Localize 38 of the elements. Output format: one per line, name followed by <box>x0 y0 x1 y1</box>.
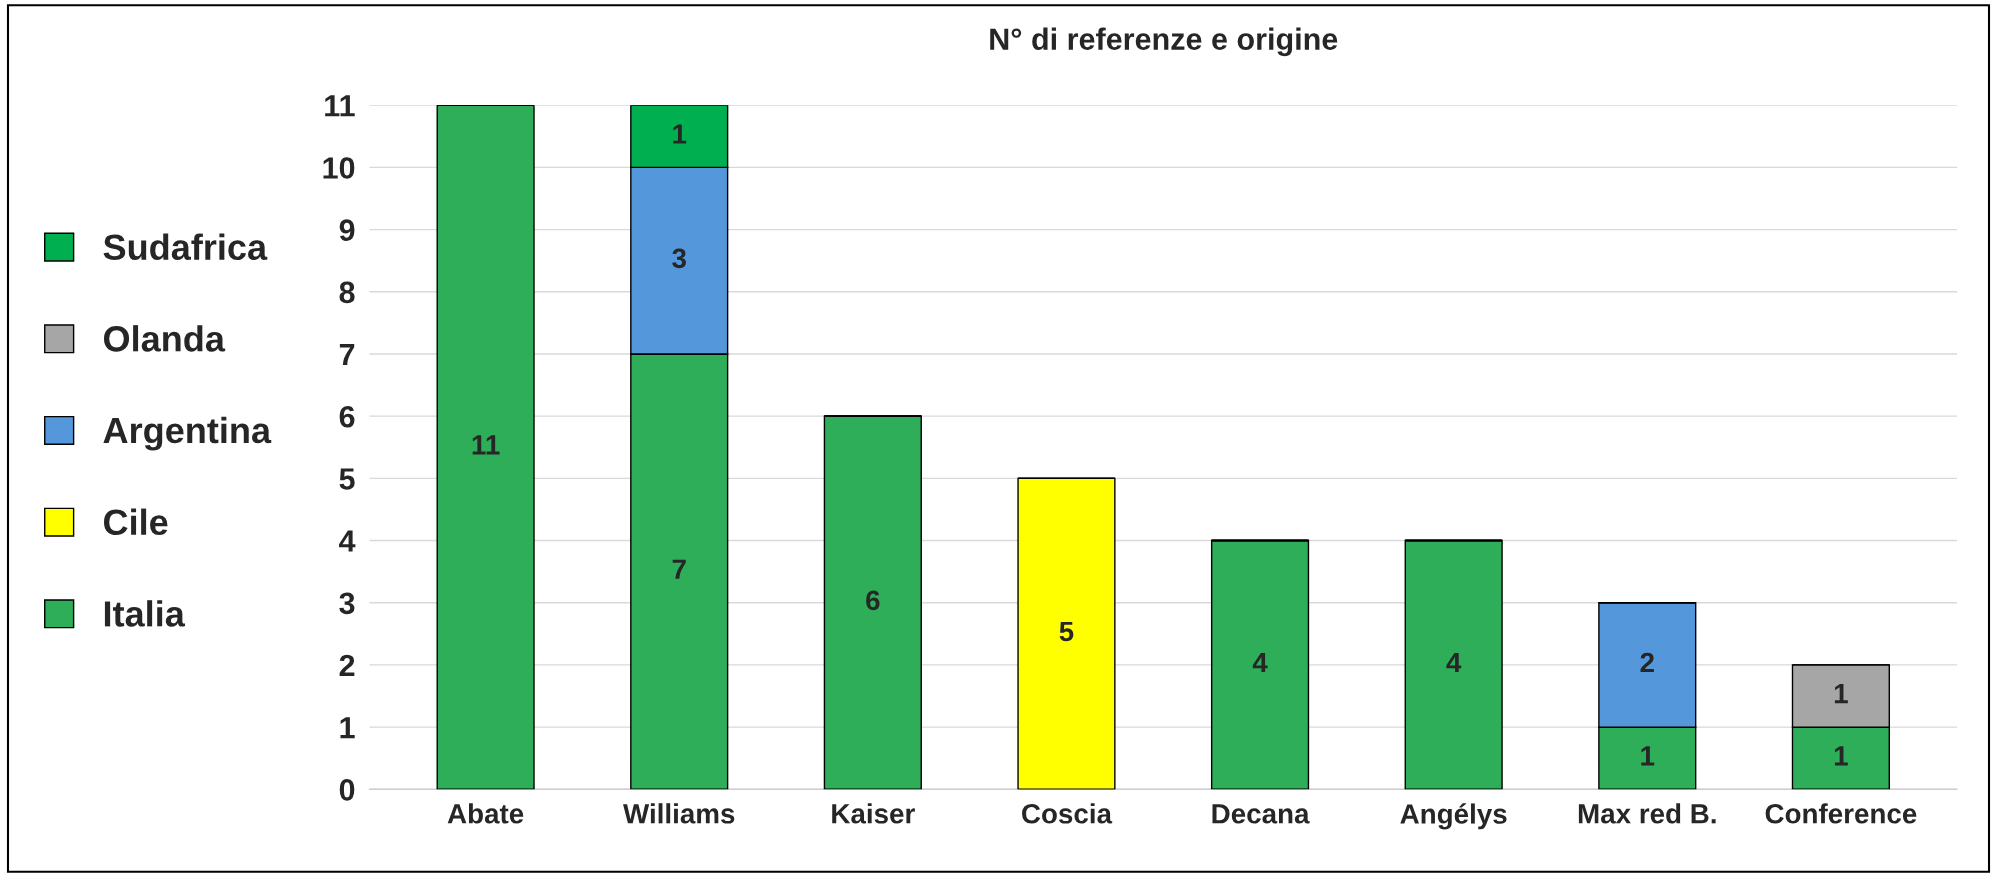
y-tick-label: 2 <box>339 654 355 676</box>
legend-label: Olanda <box>103 325 226 352</box>
data-label: 1 <box>1641 746 1655 766</box>
y-tick-label: 9 <box>339 219 355 241</box>
legend-label: Italia <box>104 600 186 627</box>
y-tick-label: 7 <box>339 344 355 366</box>
y-tick-label: 8 <box>339 281 355 304</box>
legend-label: Argentina <box>103 416 272 451</box>
y-tick-label: 6 <box>339 405 355 428</box>
x-tick-label: Kaiser <box>832 803 915 824</box>
y-tick-label: 1 <box>340 717 355 739</box>
x-tick-label: Max red B. <box>1578 803 1716 824</box>
y-tick-label: 5 <box>339 468 355 490</box>
y-tick-label: 4 <box>339 530 356 552</box>
data-label: 1 <box>673 124 687 144</box>
x-tick-label: Angélys <box>1400 803 1507 830</box>
chart-title: N° di referenze e origine <box>990 27 1338 57</box>
legend-label: Sudafrica <box>103 233 268 261</box>
legend-label: Cile <box>103 508 168 536</box>
data-label: 3 <box>672 248 686 269</box>
data-label: 1 <box>1834 746 1848 766</box>
x-tick-label: Conference <box>1765 803 1917 824</box>
data-label: 11 <box>472 435 500 455</box>
data-label: 6 <box>866 590 880 611</box>
x-tick-label: Williams <box>623 803 735 824</box>
x-tick-label: Decana <box>1212 804 1310 824</box>
data-label: 4 <box>1446 653 1462 673</box>
data-label: 7 <box>672 559 686 579</box>
data-label: 5 <box>1059 621 1074 642</box>
x-tick-label: Abate <box>447 803 524 824</box>
y-tick-label: 3 <box>339 592 355 615</box>
y-tick-label: 0 <box>339 779 355 801</box>
data-label: 4 <box>1252 653 1268 673</box>
x-tick-label: Coscia <box>1022 803 1113 824</box>
data-label: 2 <box>1640 652 1654 673</box>
y-tick-label: 11 <box>325 95 355 117</box>
y-tick-label: 10 <box>323 157 355 179</box>
data-label: 1 <box>1834 684 1848 704</box>
